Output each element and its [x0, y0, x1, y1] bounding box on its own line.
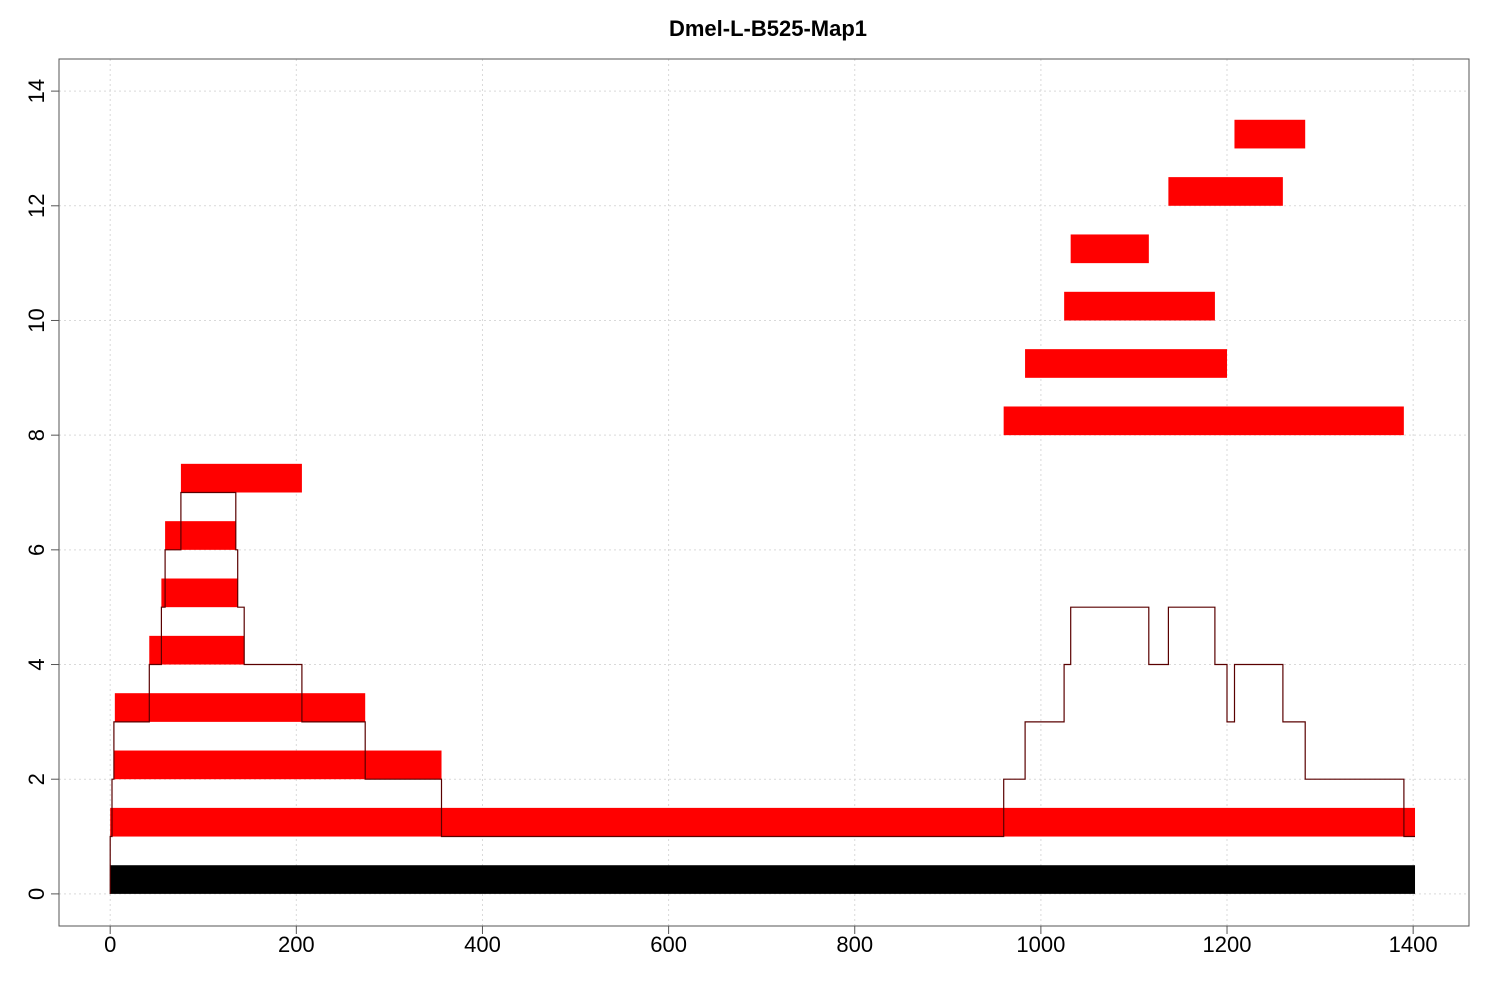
segments: [110, 119, 1416, 894]
x-tick-label: 0: [104, 932, 116, 957]
segment-bar: [1003, 406, 1404, 436]
x-tick-label: 600: [650, 932, 687, 957]
y-tick-label: 6: [24, 544, 49, 556]
y-tick-label: 10: [24, 308, 49, 332]
y-tick-label: 14: [24, 79, 49, 103]
segment-bar: [149, 635, 245, 665]
segment-bar: [180, 463, 302, 493]
y-tick-label: 4: [24, 658, 49, 670]
x-tick-label: 200: [278, 932, 315, 957]
segment-bar: [1234, 119, 1306, 149]
y-tick-label: 12: [24, 194, 49, 218]
segment-bar: [1064, 291, 1215, 321]
segment-bar: [110, 807, 1416, 837]
segment-bar: [165, 521, 236, 550]
y-tick-label: 8: [24, 429, 49, 441]
segment-bar: [1070, 234, 1149, 264]
segment-bar: [1168, 177, 1283, 206]
axes: 0 200 400 600 800 1000 1200 1400 0 2 4 6 8 10 12 14: [24, 79, 1438, 957]
y-tick-label: 2: [24, 773, 49, 785]
segment-bar: [114, 693, 366, 722]
y-tick-label: 0: [24, 888, 49, 900]
reference-bar: [110, 865, 1416, 894]
coverage: [109, 491, 1415, 894]
x-tick-label: 800: [836, 932, 873, 957]
segment-bar: [113, 750, 442, 780]
chart-title: Dmel-L-B525-Map1: [668, 16, 868, 41]
plot-frame: [58, 58, 1470, 927]
x-tick-label: 1000: [1016, 932, 1065, 957]
x-tick-label: 1400: [1389, 932, 1438, 957]
coverage-line: [109, 491, 1415, 894]
segment-bar: [1025, 349, 1228, 378]
x-tick-label: 1200: [1203, 932, 1252, 957]
x-tick-label: 400: [464, 932, 501, 957]
segment-bar: [161, 578, 238, 608]
